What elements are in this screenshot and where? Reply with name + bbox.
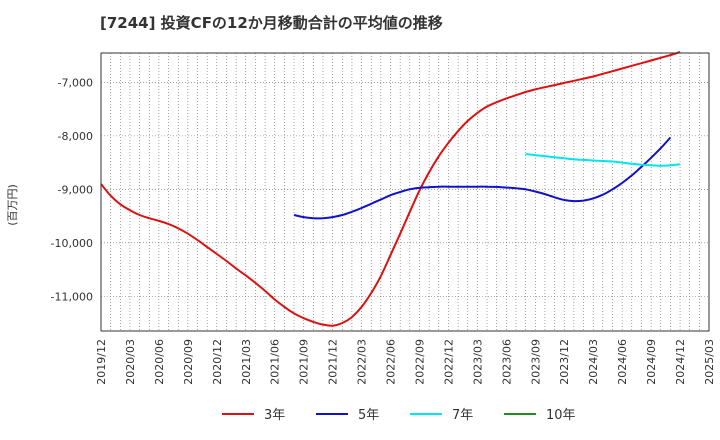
y-tick-label: -10,000 <box>51 237 93 250</box>
x-tick-label: 2022/06 <box>385 339 398 385</box>
y-tick-label: -7,000 <box>58 76 93 89</box>
legend-label: 5年 <box>358 408 379 423</box>
chart-title: [7244] 投資CFの12か月移動合計の平均値の推移 <box>100 14 443 32</box>
y-tick-label: -9,000 <box>58 183 93 196</box>
legend-label: 3年 <box>264 408 285 423</box>
horizontal-gridlines <box>101 82 709 297</box>
x-tick-label: 2023/12 <box>558 339 571 385</box>
legend-label: 7年 <box>452 408 473 423</box>
x-tick-label: 2021/12 <box>327 339 340 385</box>
legend-label: 10年 <box>546 408 576 423</box>
plot-background <box>101 53 709 331</box>
x-tick-label: 2025/03 <box>703 339 716 385</box>
series-line-5年 <box>293 136 672 220</box>
plot-area <box>101 53 709 331</box>
x-tick-label: 2020/03 <box>124 339 137 385</box>
x-tick-label: 2021/06 <box>269 339 282 385</box>
x-tick-label: 2023/06 <box>500 339 513 385</box>
x-tick-label: 2022/12 <box>442 339 455 385</box>
x-axis-ticks: 2019/12 2020/03 2020/06 2020/09 2020/12 2021/… <box>95 339 716 385</box>
x-tick-label: 2020/12 <box>211 339 224 385</box>
x-tick-label: 2024/12 <box>674 339 687 385</box>
x-tick-label: 2020/06 <box>153 339 166 385</box>
x-tick-label: 2024/09 <box>645 339 658 385</box>
y-tick-label: -11,000 <box>51 290 93 303</box>
x-tick-label: 2022/03 <box>356 339 369 385</box>
series-layer <box>100 50 681 327</box>
y-tick-label: -8,000 <box>58 130 93 143</box>
y-axis-ticks: -7,000 -8,000 -9,000 -10,000 -11,000 <box>51 76 93 303</box>
legend: 3年 5年 7年 10年 <box>222 408 576 423</box>
x-tick-label: 2020/09 <box>182 339 195 385</box>
x-tick-label: 2023/09 <box>529 339 542 385</box>
x-tick-label: 2023/03 <box>471 339 484 385</box>
x-tick-label: 2022/09 <box>413 339 426 385</box>
x-tick-label: 2021/09 <box>298 339 311 385</box>
x-tick-label: 2024/03 <box>587 339 600 385</box>
x-tick-label: 2024/06 <box>616 339 629 385</box>
x-tick-label: 2021/03 <box>240 339 253 385</box>
x-tick-label: 2019/12 <box>95 339 108 385</box>
y-axis-label: (百万円) <box>6 184 19 226</box>
series-line-3年 <box>100 50 681 327</box>
vertical-gridlines <box>110 53 700 331</box>
plot-frame <box>100 52 710 332</box>
series-line-7年 <box>525 153 681 167</box>
plot-border <box>100 52 710 332</box>
